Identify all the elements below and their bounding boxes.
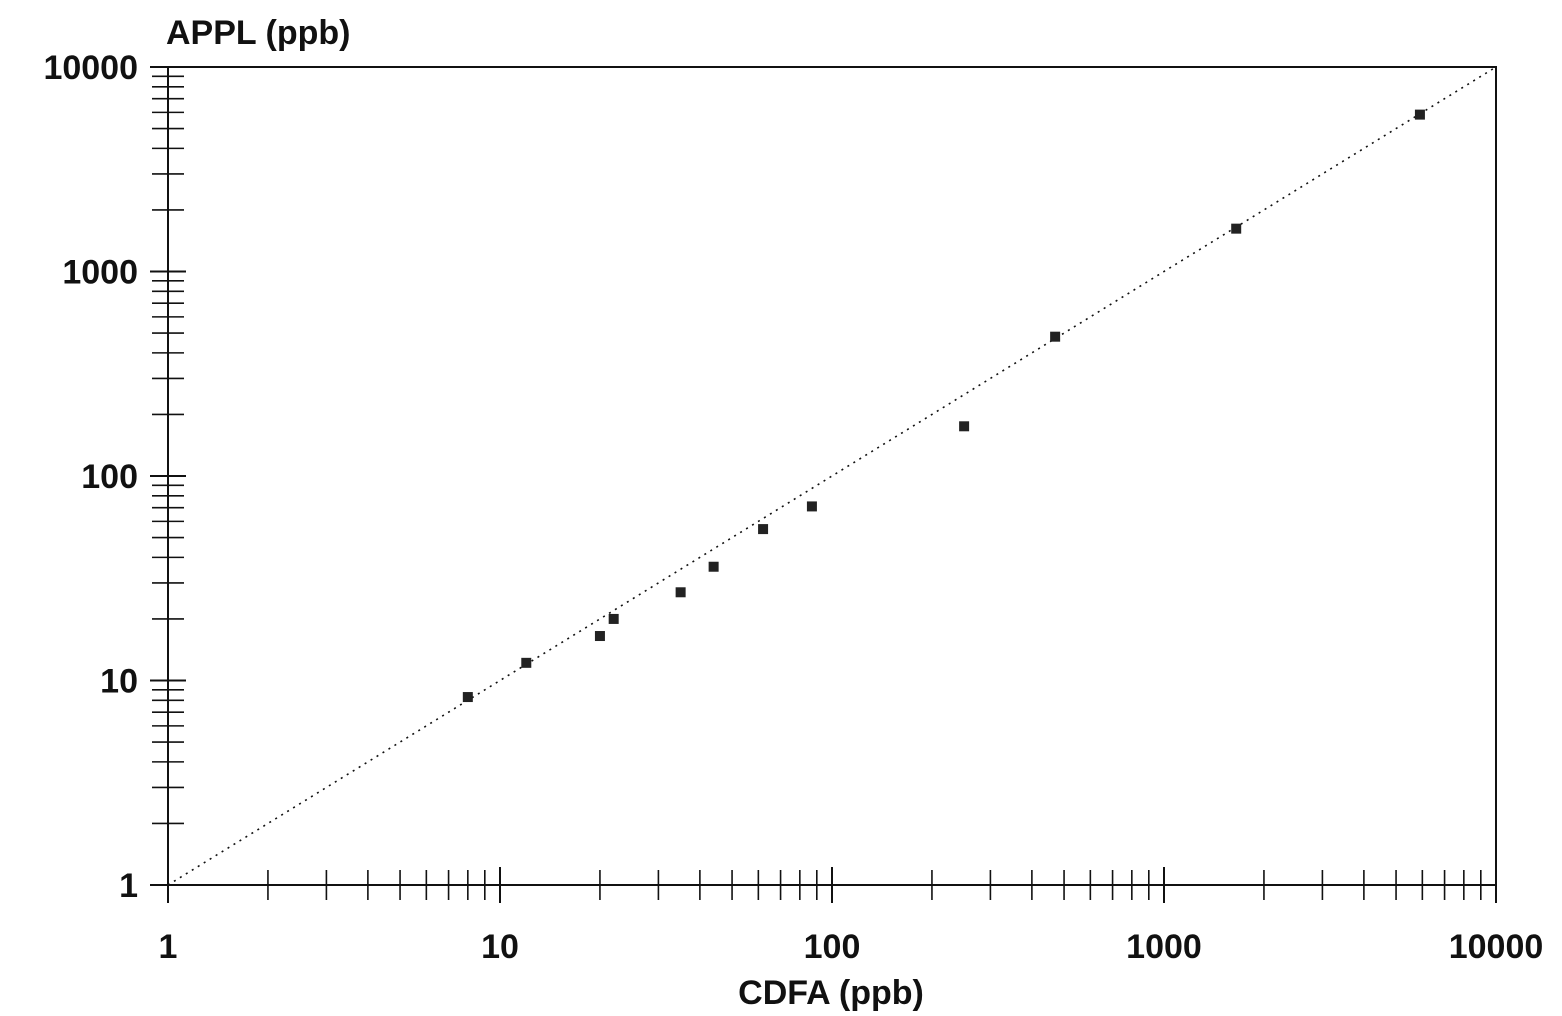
data-point (594, 631, 605, 642)
y-axis-tick-labels: 1 10 100 1000 10000 (43, 49, 138, 905)
data-point (1231, 223, 1242, 234)
data-point (959, 421, 970, 432)
data-point (708, 561, 719, 572)
y-tick-label: 1 (119, 867, 138, 905)
y-tick-label: 10 (100, 663, 138, 701)
x-axis-title: CDFA (ppb) (738, 974, 924, 1012)
data-points (462, 109, 1425, 703)
data-point (675, 587, 686, 598)
data-point (1414, 109, 1425, 120)
data-point (521, 657, 532, 668)
y-tick-label: 1000 (62, 254, 138, 292)
x-tick-label: 1000 (1126, 928, 1202, 966)
reference-line (167, 66, 1497, 886)
x-axis-ticks (167, 867, 1497, 903)
data-point (608, 613, 619, 624)
x-axis-tick-labels: 1 10 100 1000 10000 (159, 928, 1544, 966)
x-tick-label: 1 (159, 928, 178, 966)
y-tick-label: 10000 (43, 49, 138, 87)
data-point (1050, 331, 1061, 342)
data-point (462, 692, 473, 703)
x-tick-label: 10 (481, 928, 519, 966)
y-axis-title: APPL (ppb) (166, 14, 350, 52)
y-tick-label: 100 (81, 458, 138, 496)
x-tick-label: 100 (804, 928, 861, 966)
y-axis-ticks (150, 66, 186, 886)
data-point (758, 524, 769, 535)
data-point (806, 501, 817, 512)
x-tick-label: 10000 (1449, 928, 1544, 966)
